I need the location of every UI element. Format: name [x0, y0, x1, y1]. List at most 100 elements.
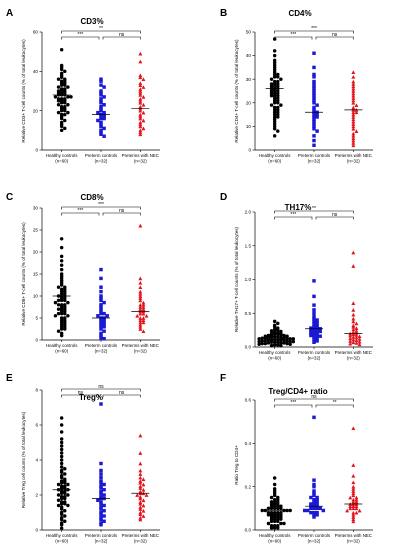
data-point: [288, 337, 292, 341]
data-point: [309, 333, 313, 338]
data-point: [312, 115, 316, 119]
data-point: [315, 495, 319, 500]
data-point: [272, 327, 277, 332]
data-point: [272, 98, 277, 103]
data-point: [354, 497, 359, 502]
data-point: [138, 108, 143, 113]
data-point: [276, 79, 280, 84]
significance-bracket: [315, 404, 354, 408]
panel-title: Treg%: [79, 393, 103, 402]
data-point: [312, 325, 316, 329]
category-label: Preterms with NEC: [335, 533, 372, 538]
data-point: [59, 447, 64, 452]
data-point: [269, 335, 274, 339]
data-point: [56, 85, 61, 89]
y-axis-label: Relative CD3+ T-cell counts (% of total …: [21, 39, 26, 143]
data-point: [99, 303, 103, 307]
data-point: [99, 517, 103, 522]
data-point: [141, 126, 146, 131]
data-point: [272, 108, 277, 112]
data-point: [138, 97, 143, 101]
panel-a: A CD3% 0 20 40 60 Relative CD3+ T-cell counts …: [6, 8, 160, 164]
data-point: [99, 77, 103, 81]
data-point: [141, 498, 146, 503]
significance-label: ***: [311, 26, 317, 32]
data-point: [312, 316, 316, 321]
category-label: Preterm controls: [298, 533, 331, 538]
data-point: [138, 433, 143, 438]
data-point: [138, 89, 143, 93]
data-point: [312, 510, 316, 515]
data-point: [99, 402, 103, 406]
data-point: [59, 124, 64, 129]
data-point: [56, 493, 61, 497]
data-point: [348, 506, 353, 511]
data-point: [272, 82, 277, 86]
data-point: [138, 100, 143, 105]
panel-letter: D: [220, 192, 227, 203]
panel-title: Treg/CD4+ ratio: [268, 387, 327, 396]
data-point: [59, 486, 64, 490]
data-point: [260, 508, 264, 513]
data-point: [312, 89, 316, 93]
data-point: [59, 245, 64, 250]
data-point: [351, 112, 356, 117]
data-point: [99, 495, 103, 499]
category-label: Preterms with NEC: [122, 533, 159, 538]
data-point: [138, 517, 143, 522]
significance-bracket: [61, 36, 100, 40]
data-point: [351, 506, 356, 511]
y-axis-label: Relative CD4+ T-cell counts (% of total …: [234, 39, 239, 143]
category-label: Healthy controls: [46, 343, 78, 348]
data-point: [141, 102, 146, 107]
y-tick-label: 1.5: [245, 243, 252, 248]
data-point: [99, 309, 103, 314]
significance-bracket: [274, 36, 313, 40]
significance-label: ns: [332, 212, 338, 218]
data-point: [59, 465, 64, 469]
data-point: [56, 103, 61, 107]
data-point: [282, 338, 286, 342]
data-point: [138, 480, 143, 485]
data-point: [276, 93, 280, 98]
data-point: [276, 328, 280, 332]
data-point: [59, 458, 64, 462]
data-point: [279, 341, 283, 345]
data-point: [138, 320, 143, 325]
panel-letter: C: [6, 192, 13, 203]
data-point: [285, 339, 289, 343]
data-point: [63, 514, 67, 518]
y-tick-label: 20: [33, 250, 39, 255]
significance-bracket: [274, 210, 354, 214]
data-point: [257, 337, 261, 341]
significance-label: ***: [77, 32, 83, 38]
y-tick-label: 25: [33, 228, 39, 233]
data-point: [351, 335, 356, 339]
data-point: [351, 473, 356, 478]
significance-bracket: [61, 388, 141, 392]
data-point: [272, 325, 277, 329]
data-point: [276, 101, 280, 105]
category-label: Healthy controls: [259, 153, 291, 158]
data-point: [99, 83, 103, 87]
category-n-label: (n=32): [95, 349, 108, 354]
data-point: [102, 325, 106, 329]
data-point: [345, 508, 350, 513]
data-point: [351, 250, 356, 255]
data-point: [351, 126, 356, 131]
data-point: [276, 110, 280, 114]
data-point: [351, 134, 356, 138]
y-tick-label: 0.0: [245, 528, 252, 533]
data-point: [272, 526, 277, 530]
data-point: [138, 51, 143, 56]
data-point: [351, 141, 356, 145]
data-point: [56, 307, 61, 311]
data-point: [63, 502, 67, 506]
panel-letter: E: [6, 373, 13, 384]
data-point: [354, 110, 359, 115]
data-point: [351, 484, 356, 489]
data-point: [276, 343, 280, 347]
y-tick-label: 20: [246, 100, 252, 105]
data-point: [276, 115, 280, 119]
data-point: [99, 500, 103, 504]
